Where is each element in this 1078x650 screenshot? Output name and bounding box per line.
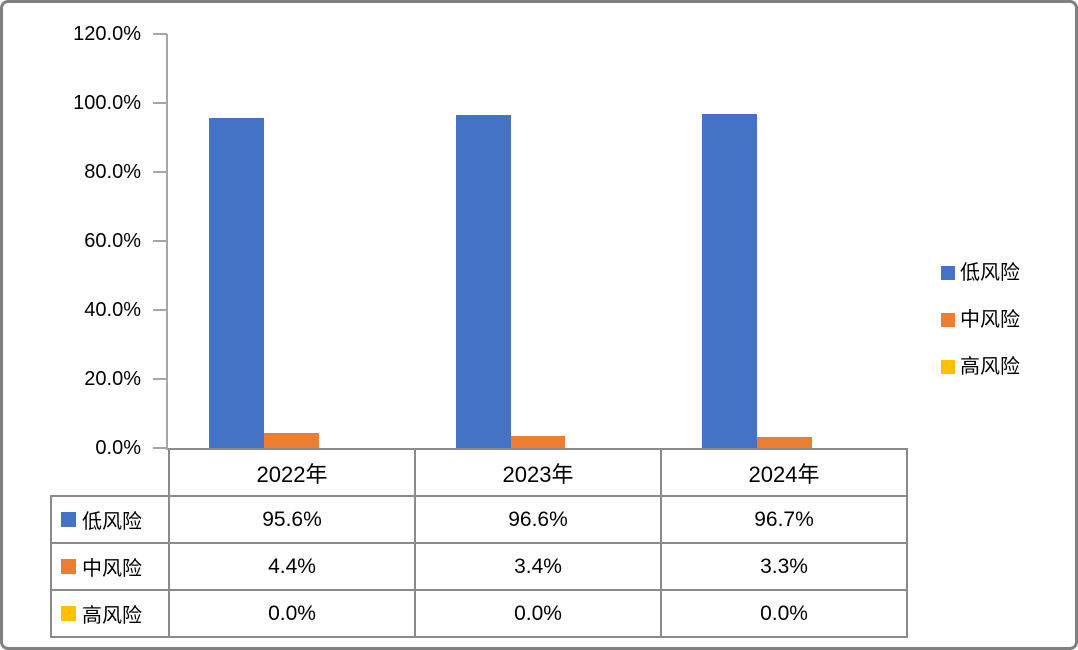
table-cell: 96.7% [662, 497, 906, 542]
data-table-header: 2022年 2023年 2024年 [168, 448, 908, 495]
y-axis-tick-mark [153, 171, 167, 173]
bar-中风险-2022年 [263, 432, 319, 448]
y-axis-tick-mark [153, 240, 167, 242]
row-label-text: 高风险 [82, 605, 142, 627]
y-axis-tick-label: 20.0% [84, 368, 141, 390]
header-cell-2022: 2022年 [170, 450, 414, 495]
bar-低风险-2022年 [209, 118, 264, 448]
table-cell: 3.4% [416, 544, 660, 589]
y-axis-tick-mark [153, 33, 167, 35]
row-label-text: 低风险 [82, 511, 142, 533]
table-cell: 0.0% [662, 591, 906, 636]
y-axis-tick-mark [153, 447, 167, 449]
y-axis-line [166, 34, 168, 450]
y-axis-tick-mark [153, 309, 167, 311]
y-axis-tick-label: 60.0% [84, 230, 141, 252]
bar-低风险-2024年 [702, 114, 758, 448]
data-table-body: 低风险 95.6% 96.6% 96.7% 中风险 4.4% 3.4% 3.3%… [50, 495, 908, 638]
bar-低风险-2023年 [455, 114, 511, 448]
y-axis-tick-label: 0.0% [95, 437, 141, 459]
low-risk-legend-swatch-icon [941, 266, 955, 280]
row-label-low: 低风险 [52, 497, 168, 542]
bar-中风险-2024年 [757, 436, 813, 448]
row-label-high: 高风险 [52, 591, 168, 636]
table-cell: 3.3% [662, 544, 906, 589]
y-axis-tick-label: 100.0% [73, 92, 141, 114]
y-axis-tick-label: 40.0% [84, 299, 141, 321]
table-cell: 4.4% [170, 544, 414, 589]
high-risk-swatch-icon [61, 606, 76, 621]
high-risk-legend-swatch-icon [941, 360, 955, 374]
mid-risk-legend-swatch-icon [941, 313, 955, 327]
legend-label: 低风险 [960, 262, 1020, 284]
y-axis-tick-mark [153, 378, 167, 380]
legend-item-low: 低风险 [941, 261, 1020, 285]
row-label-text: 中风险 [82, 558, 142, 580]
legend-label: 中风险 [960, 309, 1020, 331]
table-cell: 0.0% [416, 591, 660, 636]
header-cell-2023: 2023年 [416, 450, 660, 495]
bar-中风险-2023年 [510, 436, 566, 448]
mid-risk-swatch-icon [61, 559, 76, 574]
y-axis-tick-label: 80.0% [84, 161, 141, 183]
row-label-mid: 中风险 [52, 544, 168, 589]
y-axis-tick-mark [153, 102, 167, 104]
table-cell: 0.0% [170, 591, 414, 636]
low-risk-swatch-icon [61, 512, 76, 527]
table-cell: 96.6% [416, 497, 660, 542]
legend-item-high: 高风险 [941, 355, 1020, 379]
plot-area [168, 34, 908, 448]
legend: 低风险 中风险 高风险 [941, 261, 1020, 379]
header-cell-2024: 2024年 [662, 450, 906, 495]
legend-item-mid: 中风险 [941, 308, 1020, 332]
legend-label: 高风险 [960, 356, 1020, 378]
y-axis-tick-label: 120.0% [73, 23, 141, 45]
table-cell: 95.6% [170, 497, 414, 542]
